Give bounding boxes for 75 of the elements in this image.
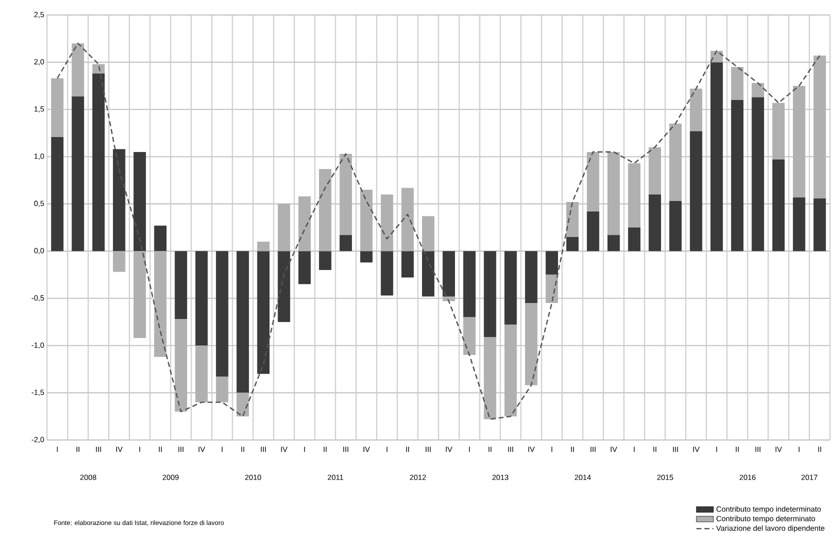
- bar: [504, 324, 517, 416]
- bar: [814, 198, 826, 252]
- bar: [484, 337, 496, 420]
- bar: [669, 124, 682, 202]
- bar: [772, 160, 785, 252]
- bar: [607, 152, 620, 236]
- bar: [318, 251, 332, 270]
- bar: [195, 346, 208, 402]
- bar: [257, 242, 270, 252]
- bar: [257, 251, 270, 374]
- bar: [463, 251, 476, 318]
- bar: [72, 96, 84, 252]
- bar: [463, 317, 476, 355]
- bar: [318, 168, 332, 252]
- bar: [422, 216, 434, 252]
- bar: [340, 154, 352, 236]
- bar: [690, 88, 702, 132]
- bar: [710, 62, 723, 252]
- bar: [648, 194, 662, 252]
- bar: [792, 197, 806, 252]
- bar: [690, 131, 702, 252]
- bar: [340, 235, 352, 252]
- bar: [112, 251, 126, 272]
- bar: [546, 251, 558, 275]
- bar: [525, 251, 538, 304]
- bar: [752, 82, 764, 98]
- bar: [92, 74, 105, 252]
- bar: [752, 97, 764, 252]
- bar: [216, 251, 228, 377]
- bar: [278, 204, 290, 252]
- bar: [586, 152, 600, 212]
- bar: [401, 251, 414, 278]
- bar: [112, 149, 126, 252]
- bar: [51, 136, 64, 252]
- bar: [648, 147, 662, 194]
- bar: [669, 201, 682, 252]
- bar: [154, 251, 167, 357]
- bar: [628, 163, 640, 228]
- bar: [442, 296, 455, 302]
- bar: [380, 251, 394, 296]
- bar: [504, 251, 517, 325]
- bar: [298, 251, 311, 284]
- bar: [72, 43, 84, 96]
- bar: [380, 194, 394, 252]
- bar: [174, 319, 188, 412]
- bar: [586, 211, 600, 252]
- bar: [546, 274, 558, 304]
- bar: [278, 251, 290, 322]
- bar: [792, 86, 806, 198]
- bar: [134, 251, 146, 338]
- bar: [51, 78, 64, 137]
- bar: [566, 202, 579, 237]
- bar: [731, 66, 744, 100]
- bar: [216, 376, 228, 402]
- bar: [566, 236, 579, 252]
- bar: [92, 64, 105, 74]
- bar: [422, 251, 434, 296]
- bar: [731, 100, 744, 252]
- bar: [195, 251, 208, 346]
- bar: [814, 56, 826, 198]
- bar: [628, 227, 640, 252]
- bar: [298, 196, 311, 252]
- bar: [360, 251, 373, 262]
- bar: [442, 251, 455, 296]
- bar: [236, 392, 249, 416]
- bar: [134, 152, 146, 252]
- bar: [484, 251, 496, 338]
- bar: [401, 188, 414, 252]
- bar: [525, 303, 538, 386]
- bar: [154, 226, 167, 252]
- bar: [174, 251, 188, 320]
- bar: [236, 251, 249, 393]
- bar: [360, 190, 373, 252]
- bar: [772, 102, 785, 160]
- bar: [607, 235, 620, 252]
